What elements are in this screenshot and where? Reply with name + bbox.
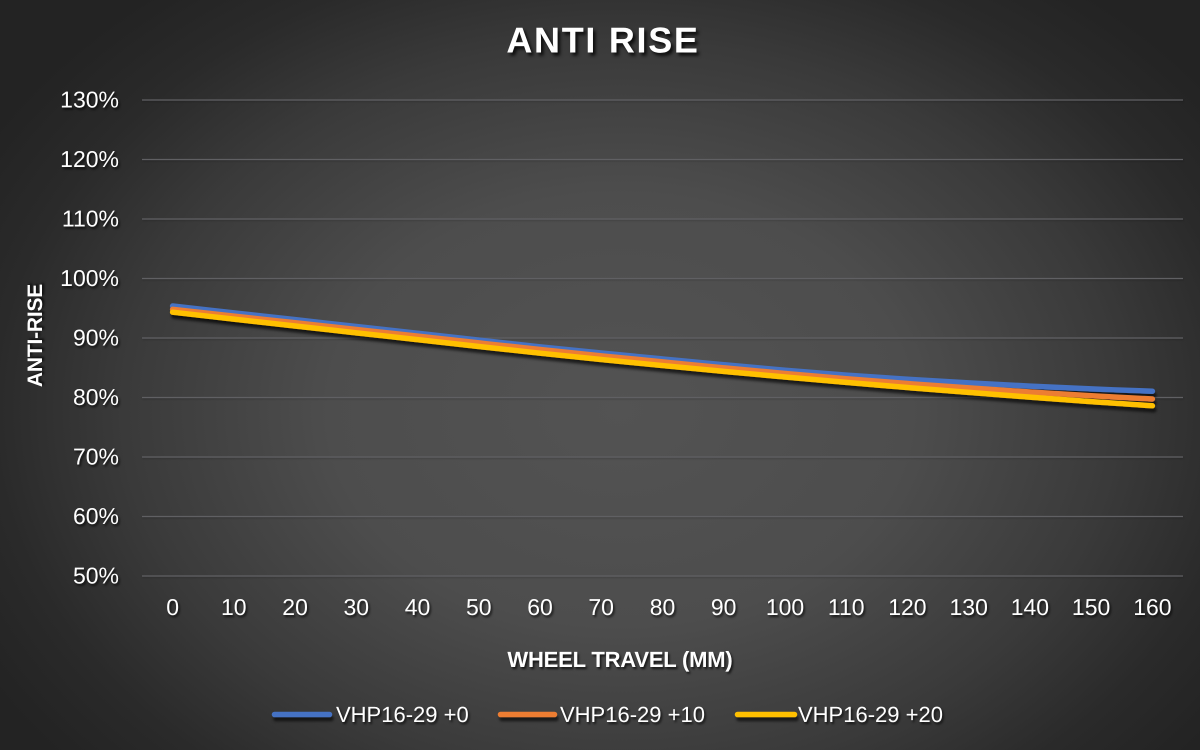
- svg-text:130: 130: [950, 594, 988, 620]
- svg-text:80%: 80%: [73, 384, 119, 410]
- svg-text:90%: 90%: [73, 325, 119, 351]
- svg-text:160: 160: [1133, 594, 1171, 620]
- svg-text:WHEEL TRAVEL (MM): WHEEL TRAVEL (MM): [507, 647, 732, 672]
- svg-text:20: 20: [282, 594, 308, 620]
- svg-text:90: 90: [711, 594, 737, 620]
- svg-text:70%: 70%: [73, 444, 119, 470]
- svg-text:ANTI RISE: ANTI RISE: [506, 20, 699, 61]
- svg-text:VHP16-29 +20: VHP16-29 +20: [798, 702, 943, 727]
- svg-text:VHP16-29 +10: VHP16-29 +10: [560, 702, 705, 727]
- svg-text:80: 80: [650, 594, 676, 620]
- svg-text:150: 150: [1072, 594, 1110, 620]
- svg-text:70: 70: [588, 594, 614, 620]
- svg-text:100: 100: [766, 594, 804, 620]
- svg-text:50: 50: [466, 594, 492, 620]
- svg-text:50%: 50%: [73, 563, 119, 589]
- svg-text:30: 30: [344, 594, 370, 620]
- svg-text:140: 140: [1011, 594, 1049, 620]
- svg-text:100%: 100%: [60, 265, 119, 291]
- svg-text:40: 40: [405, 594, 431, 620]
- svg-text:130%: 130%: [60, 87, 119, 113]
- svg-text:60%: 60%: [73, 503, 119, 529]
- svg-text:110: 110: [828, 594, 865, 620]
- svg-text:10: 10: [221, 594, 247, 620]
- svg-text:110%: 110%: [62, 206, 119, 232]
- svg-text:VHP16-29 +0: VHP16-29 +0: [336, 702, 469, 727]
- svg-text:120: 120: [888, 594, 926, 620]
- svg-text:60: 60: [527, 594, 553, 620]
- svg-text:120%: 120%: [60, 146, 119, 172]
- svg-text:ANTI-RISE: ANTI-RISE: [24, 284, 47, 387]
- svg-text:0: 0: [166, 594, 179, 620]
